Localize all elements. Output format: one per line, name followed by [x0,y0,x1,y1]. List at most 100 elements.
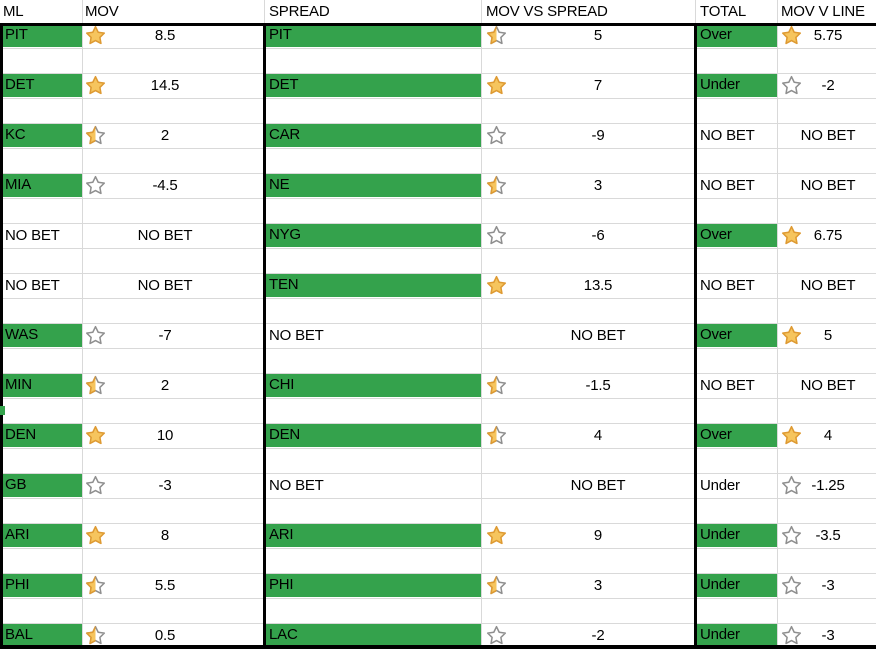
total-team-cell[interactable]: Under [697,624,777,647]
total-team-cell[interactable]: Over [697,224,777,247]
spread-team-cell[interactable]: LAC [266,624,481,647]
spread-value-cell[interactable]: 7 [593,77,603,94]
ml-value-cell[interactable]: 2 [160,377,170,394]
ml-value-cell[interactable]: -3 [158,477,172,494]
gridline [0,248,876,249]
spread-value-cell[interactable]: 4 [593,427,603,444]
total-team-cell[interactable]: Under [697,524,777,547]
total-cell-label[interactable]: Under [700,477,740,494]
total-team-cell[interactable]: Over [697,324,777,347]
total-value-cell[interactable]: NO BET [800,377,856,394]
spread-team-cell[interactable]: ARI [266,524,481,547]
ml-team-cell[interactable]: MIA [2,174,82,197]
star-half-icon [85,125,106,146]
ml-team-cell[interactable]: KC [2,124,82,147]
ml-team-cell[interactable]: PHI [2,574,82,597]
spread-team-cell[interactable]: NYG [266,224,481,247]
total-value-cell[interactable]: -2 [821,77,835,94]
spread-team-cell[interactable]: PIT [266,24,481,47]
spread-value-cell[interactable]: -6 [591,227,605,244]
gridline [0,173,876,174]
column-header-total[interactable]: TOTAL [700,3,746,20]
total-team-cell[interactable]: Under [697,74,777,97]
column-header-mov[interactable]: MOV [85,3,119,20]
total-value-cell[interactable]: -1.25 [811,477,845,494]
gridline [0,623,876,624]
ml-value-cell[interactable]: 14.5 [150,77,180,94]
total-team-cell[interactable]: Over [697,24,777,47]
total-value-cell[interactable]: NO BET [800,277,856,294]
ml-team-cell[interactable]: ARI [2,524,82,547]
spread-cell-label[interactable]: NO BET [269,327,324,344]
total-value-cell[interactable]: 5 [823,327,833,344]
spread-team-cell[interactable]: TEN [266,274,481,297]
total-value-cell[interactable]: -3.5 [815,527,841,544]
spread-value-cell[interactable]: -9 [591,127,605,144]
column-header-spread[interactable]: SPREAD [269,3,330,20]
ml-team-cell[interactable]: BAL [2,624,82,647]
spread-value-cell[interactable]: NO BET [570,477,626,494]
total-value-cell[interactable]: NO BET [800,177,856,194]
spread-value-cell[interactable]: 3 [593,577,603,594]
ml-team-cell[interactable]: PIT [2,24,82,47]
star-full-icon [486,75,507,96]
star-empty-icon [486,625,507,646]
ml-value-cell[interactable]: 10 [156,427,174,444]
total-value-cell[interactable]: 4 [823,427,833,444]
ml-cell-label[interactable]: NO BET [5,277,60,294]
ml-value-cell[interactable]: 5.5 [154,577,176,594]
ml-value-cell[interactable]: 8 [160,527,170,544]
star-empty-icon [781,625,802,646]
total-value-cell[interactable]: -3 [821,577,835,594]
spread-value-cell[interactable]: -2 [591,627,605,644]
spread-team-cell[interactable]: DEN [266,424,481,447]
ml-team-cell[interactable]: DET [2,74,82,97]
ml-value-cell[interactable]: -7 [158,327,172,344]
gridline [0,123,876,124]
total-value-cell[interactable]: NO BET [800,127,856,144]
ml-value-cell[interactable]: 8.5 [154,27,176,44]
star-empty-icon [781,475,802,496]
total-cell-label[interactable]: NO BET [700,127,755,144]
spread-value-cell[interactable]: 5 [593,27,603,44]
star-full-icon [781,25,802,46]
spread-cell-label[interactable]: NO BET [269,477,324,494]
total-cell-label[interactable]: NO BET [700,377,755,394]
total-cell-label[interactable]: NO BET [700,277,755,294]
total-value-cell[interactable]: 6.75 [813,227,843,244]
spread-team-cell[interactable]: PHI [266,574,481,597]
ml-cell-label[interactable]: NO BET [5,227,60,244]
total-team-cell[interactable]: Over [697,424,777,447]
star-half-icon [486,375,507,396]
total-value-cell[interactable]: -3 [821,627,835,644]
spread-value-cell[interactable]: 13.5 [583,277,613,294]
total-team-cell[interactable]: Under [697,574,777,597]
ml-value-cell[interactable]: 2 [160,127,170,144]
ml-team-cell[interactable]: MIN [2,374,82,397]
column-header-mov-v-line[interactable]: MOV V LINE [781,3,865,20]
spread-team-cell[interactable]: CHI [266,374,481,397]
spread-team-cell[interactable]: CAR [266,124,481,147]
gridline [0,348,876,349]
spread-team-cell[interactable]: DET [266,74,481,97]
total-value-cell[interactable]: 5.75 [813,27,843,44]
spread-value-cell[interactable]: 3 [593,177,603,194]
spread-value-cell[interactable]: -1.5 [585,377,611,394]
spread-team-cell[interactable]: NE [266,174,481,197]
thick-border-mid-1 [263,23,266,649]
ml-value-cell[interactable]: NO BET [137,227,193,244]
gridline [481,0,482,649]
ml-value-cell[interactable]: 0.5 [154,627,176,644]
column-header-ml[interactable]: ML [3,3,24,20]
spread-value-cell[interactable]: 9 [593,527,603,544]
gridline [0,323,876,324]
ml-team-cell[interactable]: GB [2,474,82,497]
total-cell-label[interactable]: NO BET [700,177,755,194]
spread-value-cell[interactable]: NO BET [570,327,626,344]
ml-team-cell[interactable]: DEN [2,424,82,447]
column-header-mov-vs-spread[interactable]: MOV VS SPREAD [486,3,608,20]
ml-team-cell[interactable]: WAS [2,324,82,347]
ml-value-cell[interactable]: -4.5 [152,177,178,194]
ml-value-cell[interactable]: NO BET [137,277,193,294]
star-full-icon [486,275,507,296]
